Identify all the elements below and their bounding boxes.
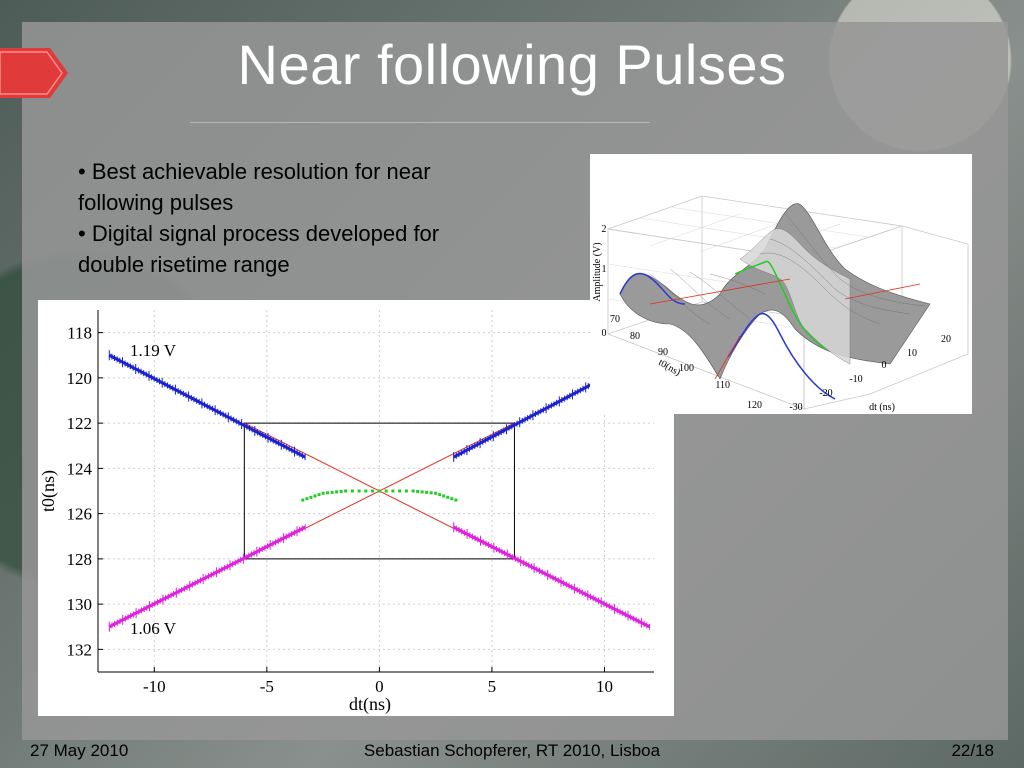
annotation-label: 1.06 V [130, 619, 177, 638]
series-errorbars [108, 350, 306, 461]
footer-author: Sebastian Schopferer, RT 2010, Lisboa [363, 741, 661, 760]
x-tick-label: -30 [789, 402, 802, 413]
slide-marker-arrow-icon [0, 48, 68, 98]
data-point [429, 491, 433, 495]
data-point [321, 491, 325, 495]
x-tick-label: -5 [260, 677, 274, 696]
data-point [442, 494, 446, 498]
z-tick-label: 1 [602, 264, 607, 275]
z-tick-label: 0 [602, 328, 607, 339]
data-point [305, 497, 309, 501]
y-tick-label: 122 [67, 414, 93, 433]
x-tick-label: -10 [849, 374, 862, 385]
bullet-list: • Best achievable resolution for near fo… [78, 156, 478, 280]
data-point [438, 493, 442, 497]
data-point [411, 489, 415, 493]
bullet-item: • Best achievable resolution for near fo… [78, 159, 431, 215]
data-point [384, 489, 388, 493]
footer-page-number: 22/18 [951, 741, 994, 760]
data-point [313, 494, 317, 498]
data-point [391, 489, 395, 493]
y-tick-label: 130 [67, 595, 93, 614]
y-tick-label: 70 [610, 314, 620, 325]
x-axis-title: dt(ns) [349, 694, 391, 715]
y-tick-label: 132 [67, 640, 93, 659]
annotation-label: 1.19 V [130, 341, 177, 360]
data-point [420, 490, 424, 494]
data-point [416, 489, 420, 493]
data-point [344, 489, 348, 493]
x-tick-label: 20 [941, 334, 951, 345]
amplitude-surface-chart: 70 80 90 100 110 120 -30 -20 -10 0 10 20 0 1 2 dt (ns) t… [590, 154, 972, 414]
data-point [377, 489, 381, 493]
data-point [339, 489, 343, 493]
x-tick-label: -20 [819, 388, 832, 399]
y-axis-title: t0(ns) [38, 470, 59, 512]
y-tick-label: 124 [67, 459, 93, 478]
y-tick-label: 80 [630, 331, 640, 342]
y-axis-title: t0(ns) [656, 357, 682, 378]
series-errorbars [453, 522, 650, 630]
y-tick-label: 118 [67, 324, 92, 343]
data-point [350, 489, 354, 493]
data-point [425, 490, 429, 494]
x-tick-label: 10 [907, 348, 917, 359]
data-point [434, 491, 438, 495]
surface-mesh [619, 203, 931, 400]
x-tick-label: 0 [375, 677, 384, 696]
data-point [335, 490, 339, 494]
bullet-item: • Digital signal process developed for d… [78, 221, 440, 277]
data-point [330, 490, 334, 494]
y-tick-label: 100 [679, 363, 694, 374]
data-point [371, 489, 375, 493]
region-box [243, 422, 515, 560]
series-errorbars [108, 524, 306, 632]
data-point [450, 497, 454, 501]
z-tick-label: 2 [602, 224, 607, 235]
data-point [357, 489, 361, 493]
x-tick-label: 10 [596, 677, 613, 696]
z-axis-title: Amplitude (V) [592, 242, 603, 301]
x-tick-label: 0 [882, 360, 887, 371]
y-tick-label: 128 [67, 550, 93, 569]
y-tick-label: 120 [747, 400, 762, 411]
t0-vs-dt-chart: -10 -5 0 5 10 118 120 122 124 126 128 130 132 dt(ns) t… [38, 300, 674, 716]
data-point [326, 491, 330, 495]
y-tick-label: 110 [715, 380, 730, 391]
x-tick-label: 5 [488, 677, 497, 696]
title-divider [190, 122, 650, 123]
y-tick-label: 90 [658, 347, 668, 358]
data-point [446, 495, 450, 499]
slide-title: Near following Pulses [237, 33, 787, 96]
data-point [454, 498, 458, 502]
y-tick-label: 126 [67, 505, 93, 524]
data-point [404, 489, 408, 493]
data-point [317, 493, 321, 497]
series-errorbars [453, 381, 592, 463]
data-point [364, 489, 368, 493]
data-point [309, 495, 313, 499]
data-point [301, 498, 305, 502]
footer-date: 27 May 2010 [30, 741, 129, 760]
x-tick-label: -10 [143, 677, 166, 696]
data-point [398, 489, 402, 493]
y-tick-label: 120 [67, 369, 93, 388]
x-axis-title: dt (ns) [869, 402, 895, 413]
